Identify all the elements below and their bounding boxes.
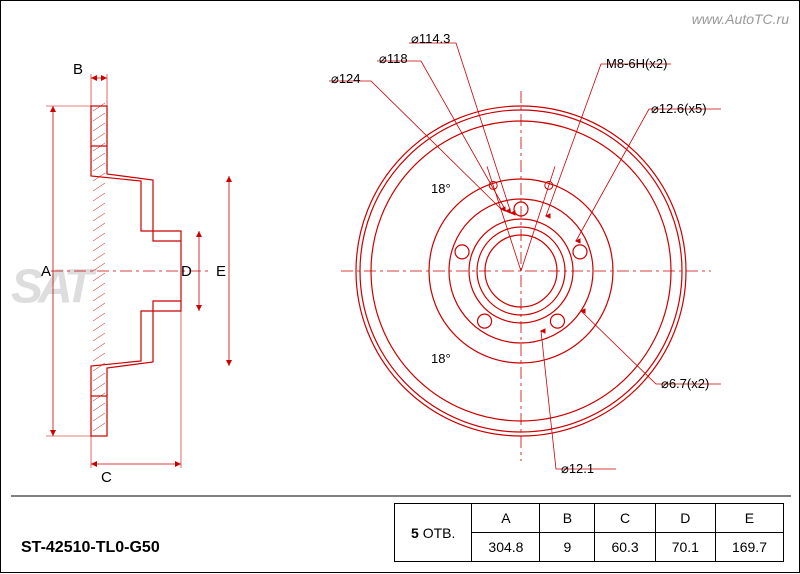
col-E: E	[715, 504, 783, 533]
part-number: ST-42510-TL0-G50	[21, 539, 160, 557]
dim-C: C	[101, 469, 112, 486]
dim-E: E	[216, 263, 226, 280]
dimensions-table: 5 ОТВ. A B C D E 304.8 9 60.3 70.1 169.7	[394, 503, 784, 562]
callout-d118: ⌀118	[379, 51, 408, 67]
callout-d124: ⌀124	[331, 71, 361, 87]
holes-cell: 5 ОТВ.	[395, 504, 472, 562]
callout-d114: ⌀114.3	[411, 31, 450, 47]
callout-d12-6: ⌀12.6(x5)	[651, 101, 707, 117]
callout-m8: M8-6H(x2)	[606, 56, 667, 71]
col-A: A	[472, 504, 540, 533]
col-D: D	[655, 504, 715, 533]
dim-A: A	[41, 263, 51, 280]
dim-B: B	[73, 61, 83, 78]
table-header-row: 5 ОТВ. A B C D E	[395, 504, 784, 533]
val-E: 169.7	[715, 533, 783, 562]
technical-drawing	[1, 1, 800, 574]
val-D: 70.1	[655, 533, 715, 562]
dim-D: D	[181, 263, 192, 280]
callout-ang18b: 18°	[431, 351, 451, 366]
col-C: C	[595, 504, 655, 533]
col-B: B	[540, 504, 595, 533]
val-C: 60.3	[595, 533, 655, 562]
callout-ang18a: 18°	[431, 181, 451, 196]
callout-d12-1: ⌀12.1	[561, 461, 594, 477]
callout-d6-7: ⌀6.7(x2)	[661, 376, 709, 392]
val-B: 9	[540, 533, 595, 562]
val-A: 304.8	[472, 533, 540, 562]
drawing-container: www.AutoTC.ru SAT ⌀114.3 ⌀118 ⌀124 M8-6H…	[0, 0, 800, 573]
